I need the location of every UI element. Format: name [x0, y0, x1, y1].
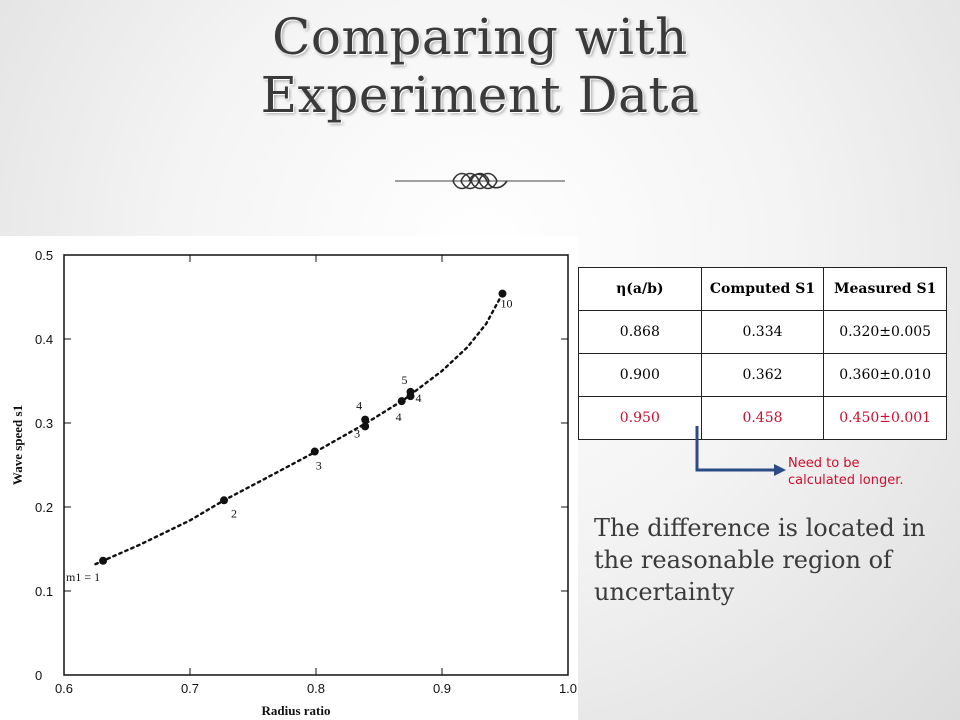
x-tick-label: 0.6 [55, 681, 73, 696]
x-tick-label: 0.8 [307, 681, 325, 696]
wave-speed-chart: 0.6 0.7 0.8 0.9 1.0 0 0.1 0.2 0.3 0.4 0.5 Radius ra… [10, 248, 577, 718]
slide-title: Comparing with Experiment Data [0, 8, 960, 124]
x-tick-label: 1.0 [559, 681, 577, 696]
data-point [310, 447, 319, 456]
chart-panel: 0.6 0.7 0.8 0.9 1.0 0 0.1 0.2 0.3 0.4 0.5 Radius ra… [0, 236, 578, 720]
table-row: 0.900 0.362 0.360±0.010 [578, 353, 947, 397]
data-point [397, 397, 406, 406]
y-axis-label: Wave speed s1 [10, 405, 25, 485]
data-point [361, 415, 370, 424]
header-measured: Measured S1 [823, 267, 947, 311]
y-tick-label: 0.2 [35, 500, 53, 515]
comparison-table: η(a/b) Computed S1 Measured S1 0.868 0.3… [578, 267, 947, 440]
x-tick-label: 0.9 [433, 681, 451, 696]
point-label: 4 [396, 410, 402, 424]
callout-arrow-icon [695, 426, 786, 476]
table-row: 0.868 0.334 0.320±0.005 [578, 310, 947, 354]
table-header-row: η(a/b) Computed S1 Measured S1 [578, 267, 947, 311]
cell-computed: 0.458 [700, 396, 825, 440]
y-tick-label: 0.4 [35, 332, 53, 347]
cell-computed: 0.362 [700, 353, 825, 397]
point-label: 4 [356, 399, 362, 413]
point-label: 4 [416, 391, 422, 405]
callout-note: Need to be calculated longer. [788, 456, 904, 488]
point-label: 2 [231, 506, 237, 520]
y-tick-label: 0.3 [35, 416, 53, 431]
header-eta: η(a/b) [578, 267, 702, 311]
point-label: 5 [402, 373, 408, 387]
x-axis-label: Radius ratio [262, 703, 331, 718]
data-point [220, 496, 229, 505]
cell-eta: 0.868 [578, 310, 702, 354]
cell-measured: 0.360±0.010 [823, 353, 947, 397]
cell-computed: 0.334 [700, 310, 825, 354]
cell-eta: 0.950 [578, 396, 702, 440]
y-tick-label: 0 [35, 668, 42, 683]
x-tick-label: 0.7 [181, 681, 199, 696]
cell-measured: 0.450±0.001 [823, 396, 947, 440]
fitted-curve [94, 292, 504, 566]
cell-measured: 0.320±0.005 [823, 310, 947, 354]
data-point [406, 387, 415, 396]
point-label: 3 [354, 426, 360, 440]
table-row-highlighted: 0.950 0.458 0.450±0.001 [578, 396, 947, 440]
data-point [498, 289, 507, 298]
y-tick-label: 0.1 [35, 584, 53, 599]
point-label: m1 = 1 [66, 570, 100, 584]
title-ornament [395, 172, 565, 190]
point-label: 10 [500, 297, 512, 311]
title-line-1: Comparing with [272, 8, 688, 66]
conclusion-text: The difference is located in the reasona… [594, 514, 926, 606]
data-point [99, 556, 108, 565]
data-point [361, 422, 370, 431]
cell-eta: 0.900 [578, 353, 702, 397]
point-label: 3 [316, 459, 322, 473]
y-tick-label: 0.5 [35, 248, 53, 263]
title-line-2: Experiment Data [260, 66, 700, 124]
header-computed: Computed S1 [700, 267, 825, 311]
